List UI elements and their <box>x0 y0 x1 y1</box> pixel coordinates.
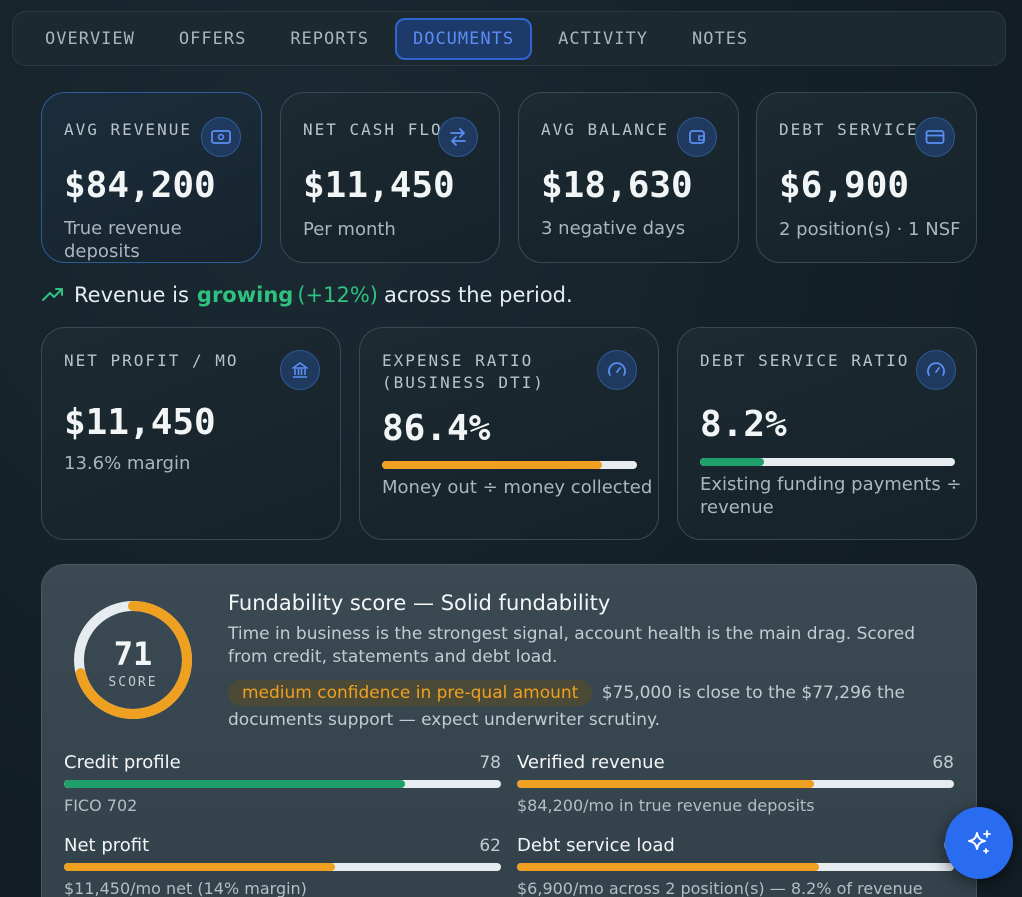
card-subtext-line: revenue <box>700 497 774 518</box>
fundability-description: Time in business is the strongest signal… <box>228 624 915 667</box>
card-subtext: 13.6% margin <box>64 453 191 474</box>
card-subtext: True revenue deposits <box>64 218 182 262</box>
revenue-trend: Revenue is growing (+12%) across the per… <box>42 283 573 307</box>
trending-up-icon <box>42 288 64 302</box>
card-value: $11,450 <box>303 165 455 206</box>
tab-documents[interactable]: DOCUMENTS <box>394 17 533 60</box>
metric-name-verified-revenue: Verified revenue <box>517 752 665 773</box>
net-profit-card: NET PROFIT / MO $11,450 13.6% margin <box>41 327 341 540</box>
card-label: AVG REVENUE <box>64 120 192 139</box>
card-value: $6,900 <box>779 165 910 206</box>
bank-icon <box>280 350 320 390</box>
score-label: SCORE <box>108 675 158 690</box>
card-subtext: 3 negative days <box>541 218 686 239</box>
metric-bar <box>517 780 954 788</box>
card-label: NET PROFIT / MO <box>64 351 239 370</box>
net-cash-flow-card: NET CASH FLOW $11,450 Per month <box>280 92 500 263</box>
card-label: EXPENSE RATIO (BUSINESS DTI) <box>382 350 545 394</box>
metric-name-debt-service-load: Debt service load <box>517 835 675 856</box>
metric-bar-fill <box>64 863 335 871</box>
debt-service-ratio-bar <box>700 458 955 466</box>
tab-offers[interactable]: OFFERS <box>178 28 247 49</box>
card-value: 8.2% <box>700 404 787 445</box>
expense-ratio-bar <box>382 461 637 469</box>
metric-score: 68 <box>932 753 954 773</box>
metric-name-net-profit: Net profit <box>64 835 150 856</box>
trend-prefix: Revenue is <box>74 283 189 307</box>
cash-icon <box>201 117 241 157</box>
metric-subtext: $84,200/mo in true revenue deposits <box>517 796 815 815</box>
tab-bar: OVERVIEW OFFERS REPORTS DOCUMENTS ACTIVI… <box>12 11 1006 66</box>
metric-bar-fill <box>517 863 819 871</box>
score-ring <box>74 601 192 719</box>
tab-reports[interactable]: REPORTS <box>290 28 369 49</box>
score-ring-progress <box>74 601 192 719</box>
card-value: $84,200 <box>64 165 216 206</box>
card-value: 86.4% <box>382 408 491 449</box>
card-value: $11,450 <box>64 402 216 443</box>
expense-ratio-card: EXPENSE RATIO (BUSINESS DTI) 86.4% Money… <box>359 327 659 540</box>
ai-assistant-button[interactable] <box>945 807 1013 879</box>
metric-name-credit-profile: Credit profile <box>64 752 181 773</box>
gauge-icon <box>916 350 956 390</box>
wallet-icon <box>677 117 717 157</box>
trend-word: growing <box>196 283 294 307</box>
metric-bar-fill <box>64 780 405 788</box>
card-subtext: Existing funding payments ÷ revenue <box>700 473 962 519</box>
card-subtext-line: Existing funding payments ÷ <box>700 474 962 495</box>
metric-subtext: FICO 702 <box>64 796 138 815</box>
avg-balance-card: AVG BALANCE $18,630 3 negative days <box>518 92 739 263</box>
card-label: DEBT SERVICE <box>779 120 919 139</box>
card-label: AVG BALANCE <box>541 120 669 139</box>
metric-subtext: $11,450/mo net (14% margin) <box>64 879 307 897</box>
card-subtext: Per month <box>303 219 396 240</box>
debt-service-card: DEBT SERVICE $6,900 2 position(s) · 1 NS… <box>756 92 977 263</box>
metric-bar <box>517 863 954 871</box>
transfer-arrows-icon <box>438 117 478 157</box>
score-value: 71 <box>113 635 153 673</box>
card-value: $18,630 <box>541 165 693 206</box>
tab-notes[interactable]: NOTES <box>691 28 749 49</box>
metric-subtext: $6,900/mo across 2 position(s) — 8.2% of… <box>517 879 923 897</box>
sparkle-icon <box>964 828 994 858</box>
card-label: DEBT SERVICE RATIO <box>700 351 910 370</box>
confidence-text: $75,000 is close to the $77,296 the docu… <box>228 683 906 730</box>
card-label: NET CASH FLOW <box>303 120 455 139</box>
trend-percent: (+12%) <box>297 283 378 307</box>
metric-bar <box>64 780 501 788</box>
credit-card-icon <box>915 117 955 157</box>
avg-revenue-card: AVG REVENUE $84,200 True revenue deposit… <box>41 92 262 263</box>
trend-suffix: across the period. <box>383 283 573 307</box>
fundability-title: Fundability score — Solid fundability <box>228 591 611 615</box>
metric-bar-fill <box>517 780 815 788</box>
card-label-line: (BUSINESS DTI) <box>382 373 545 392</box>
confidence-note: medium confidence in pre-qual amount $75… <box>228 680 953 734</box>
metric-score: 62 <box>479 836 501 856</box>
card-subtext: Money out ÷ money collected <box>382 477 653 498</box>
fundability-panel: 71 SCORE Fundability score — Solid funda… <box>41 564 977 897</box>
tab-overview[interactable]: OVERVIEW <box>45 28 135 49</box>
card-subtext: 2 position(s) · 1 NSF <box>779 219 961 240</box>
metric-score: 78 <box>479 753 501 773</box>
debt-service-ratio-bar-fill <box>700 458 764 466</box>
card-label-line: EXPENSE RATIO <box>382 351 534 370</box>
metric-bar <box>64 863 501 871</box>
expense-ratio-bar-fill <box>382 461 603 469</box>
debt-service-ratio-card: DEBT SERVICE RATIO 8.2% Existing funding… <box>677 327 977 540</box>
gauge-icon <box>597 350 637 390</box>
tab-activity[interactable]: ACTIVITY <box>558 28 648 49</box>
confidence-badge: medium confidence in pre-qual amount <box>228 680 593 706</box>
